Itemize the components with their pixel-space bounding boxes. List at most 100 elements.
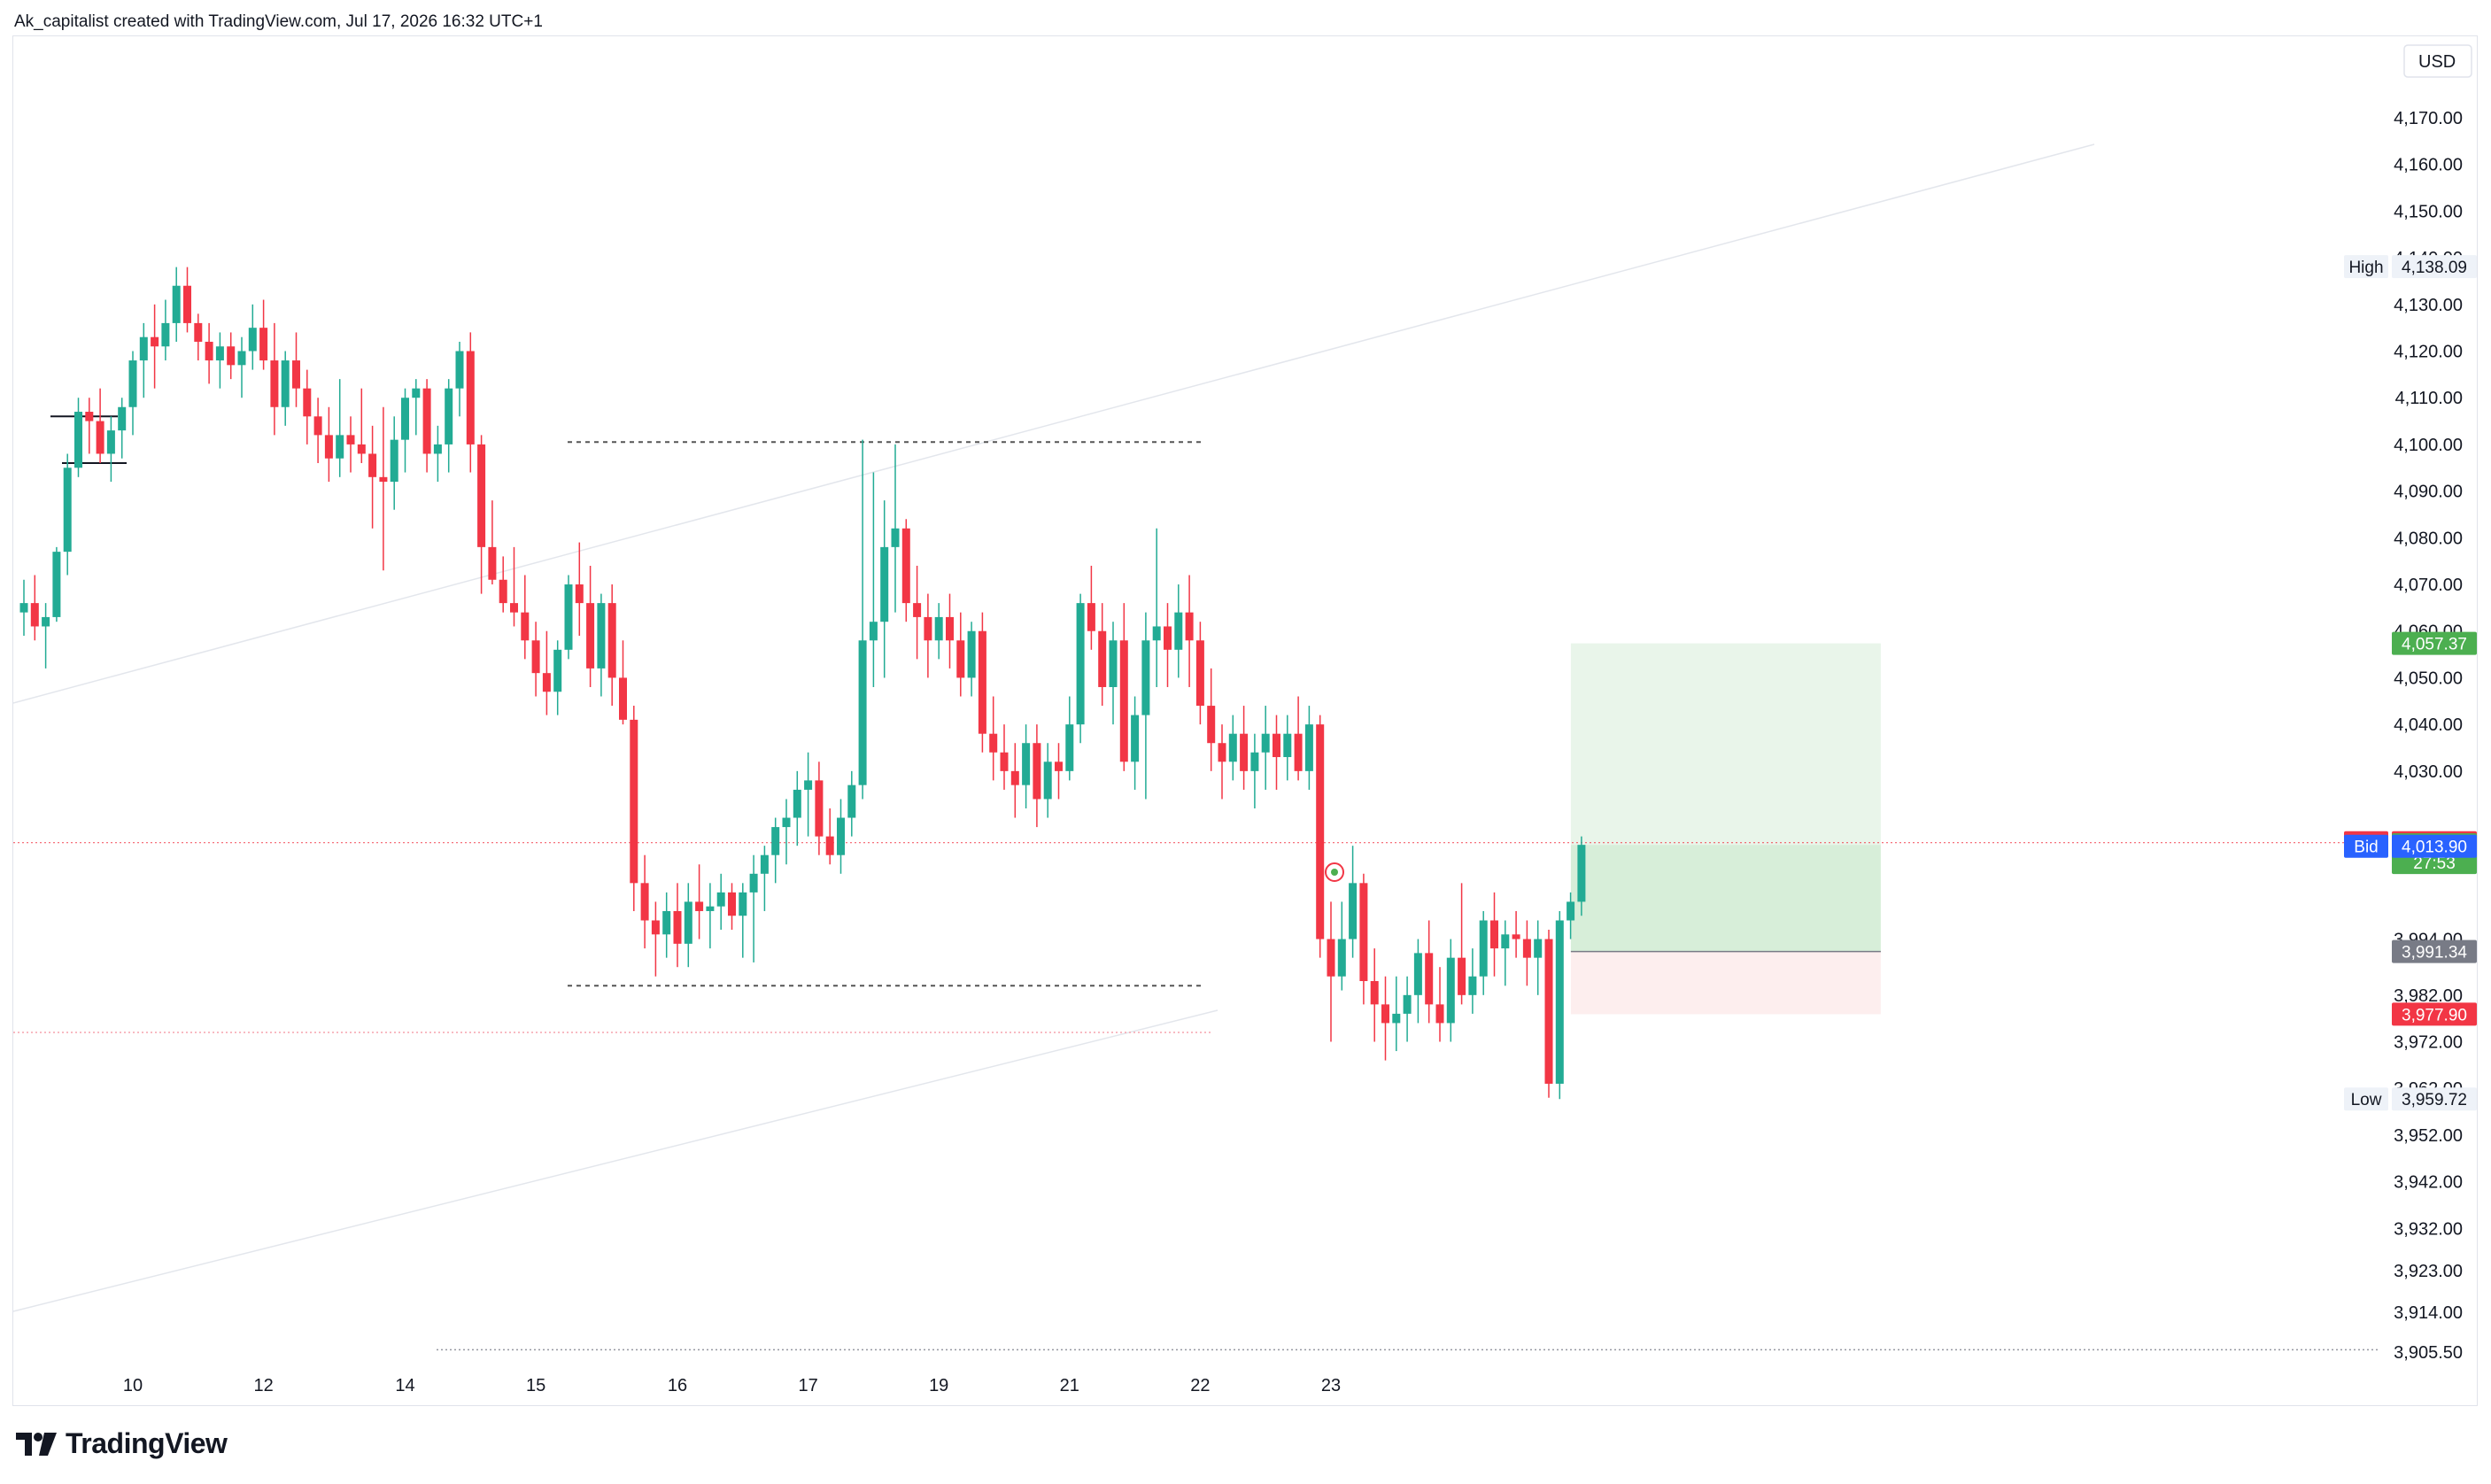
- price-axis: 4,170.004,160.004,150.004,140.004,130.00…: [2394, 44, 2472, 1363]
- candle-body: [227, 346, 236, 366]
- high-tag: 4,138.09 High: [2344, 255, 2477, 279]
- currency-button-label: USD: [2418, 52, 2456, 72]
- candle: [139, 322, 148, 398]
- currency-button-bg: [2403, 44, 2472, 78]
- drawings-front-layer: [1325, 862, 1344, 882]
- candle-body: [967, 630, 976, 678]
- candle: [1076, 593, 1085, 744]
- candle-body: [1534, 939, 1543, 958]
- tradingview-logo-icon: [16, 1432, 57, 1456]
- candle: [782, 799, 791, 865]
- y-tick-label: 4,050.00: [2394, 669, 2463, 688]
- candle: [684, 883, 692, 968]
- candle: [815, 761, 824, 855]
- candle: [1304, 706, 1313, 790]
- candle: [575, 542, 584, 637]
- x-tick-label: 21: [1060, 1376, 1079, 1395]
- candle-body: [1349, 883, 1358, 939]
- candle-body: [989, 733, 998, 753]
- candle: [1228, 715, 1237, 781]
- candle-body: [1327, 939, 1335, 977]
- candle: [1577, 836, 1586, 916]
- candle: [825, 808, 834, 865]
- candle: [553, 640, 562, 715]
- candle-body: [858, 640, 867, 785]
- y-tick-label: 4,040.00: [2394, 715, 2463, 735]
- y-tick-label: 3,905.50: [2394, 1343, 2463, 1363]
- candle-body: [1435, 1004, 1444, 1024]
- bar-countdown: 27:53: [2413, 854, 2456, 873]
- candle: [1349, 846, 1358, 958]
- candle-body: [1370, 981, 1379, 1005]
- candle-body: [390, 439, 398, 483]
- candle: [96, 388, 104, 464]
- candle: [924, 593, 932, 678]
- candle-body: [869, 622, 878, 641]
- candle: [118, 398, 127, 459]
- candle-body: [782, 817, 791, 828]
- candle: [1185, 575, 1194, 687]
- y-tick-label: 4,070.00: [2394, 576, 2463, 595]
- candle-body: [1392, 1013, 1401, 1024]
- chart-frame[interactable]: 4,170.004,160.004,150.004,140.004,130.00…: [12, 35, 2478, 1406]
- tradingview-footer[interactable]: TradingView: [16, 1427, 228, 1460]
- y-tick-label: 3,972.00: [2394, 1033, 2463, 1053]
- candle: [390, 416, 398, 510]
- candle-body: [1000, 752, 1009, 771]
- candle: [1000, 724, 1009, 790]
- candle: [433, 425, 442, 483]
- candle-body: [1468, 976, 1477, 995]
- candle: [1435, 967, 1444, 1042]
- candle: [42, 603, 50, 669]
- candle-body: [586, 603, 595, 669]
- candle: [793, 770, 801, 846]
- candle: [270, 322, 279, 436]
- candle-body: [1458, 957, 1466, 995]
- candle: [640, 854, 649, 949]
- candle: [1490, 892, 1498, 977]
- candle: [1403, 976, 1412, 1042]
- y-tick-label: 4,100.00: [2394, 436, 2463, 455]
- candle-body: [1043, 761, 1052, 800]
- candle-body: [1567, 901, 1575, 921]
- candle: [128, 351, 137, 436]
- candle: [1065, 696, 1074, 781]
- x-tick-label: 16: [668, 1376, 687, 1395]
- candle: [619, 640, 627, 725]
- bid-tag-bg: [2392, 834, 2477, 858]
- candle-body: [542, 673, 551, 692]
- candle-body: [1065, 724, 1074, 771]
- candle-body: [1098, 630, 1107, 687]
- candle: [586, 565, 595, 687]
- candle: [1195, 622, 1204, 725]
- candle: [1218, 724, 1226, 800]
- candle-body: [1273, 733, 1280, 758]
- candle: [1043, 743, 1052, 818]
- candle: [1010, 743, 1019, 818]
- candle-body: [63, 468, 72, 553]
- candle: [1425, 920, 1434, 1024]
- trendline-upper: [13, 143, 2095, 704]
- candle: [1098, 603, 1107, 707]
- candle: [1534, 920, 1543, 995]
- candle: [455, 341, 464, 417]
- candle-body: [106, 430, 115, 454]
- x-tick-label: 17: [798, 1376, 817, 1395]
- candlestick-chart[interactable]: 4,170.004,160.004,150.004,140.004,130.00…: [13, 36, 2479, 1407]
- candle-body: [324, 435, 333, 459]
- price-tags-layer: 4,138.09High3,959.72Low4,057.374,014.66A…: [2344, 255, 2477, 1111]
- candle: [978, 612, 986, 753]
- candle: [542, 630, 551, 715]
- entry-tag: 3,991.34: [2392, 939, 2477, 963]
- candle-body: [1185, 612, 1194, 641]
- currency-button[interactable]: USD: [2403, 44, 2472, 78]
- candle-body: [847, 785, 856, 818]
- candle: [1381, 976, 1389, 1061]
- candle-body: [837, 817, 845, 855]
- candle-body: [1403, 994, 1412, 1014]
- candle: [74, 398, 82, 477]
- candle: [194, 313, 203, 361]
- candle-body: [1022, 743, 1031, 785]
- candle-body: [1490, 920, 1498, 949]
- candles-layer: [19, 267, 1586, 1100]
